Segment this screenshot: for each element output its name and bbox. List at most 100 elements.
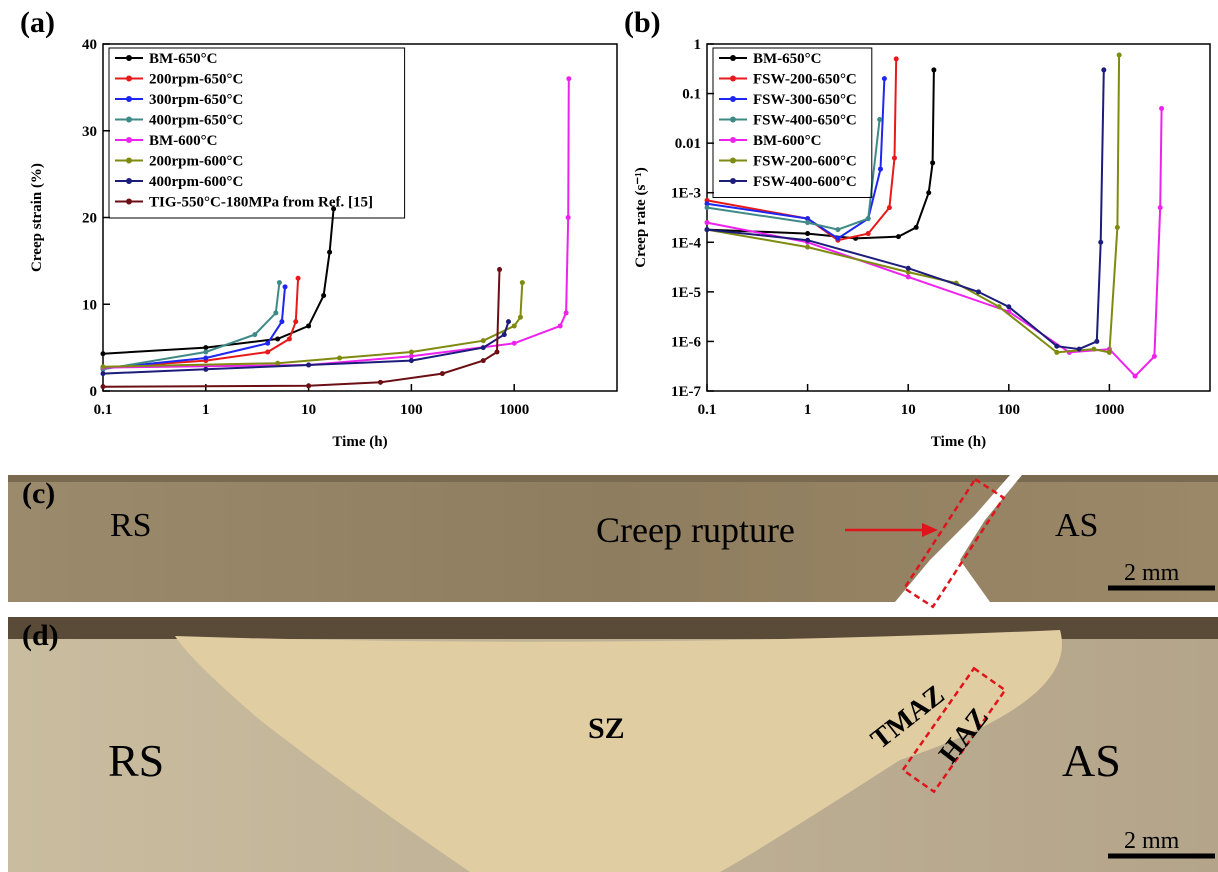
x-tick-label: 0.1	[698, 402, 717, 418]
panel-label: (d)	[22, 619, 59, 652]
x-tick-label: 100	[998, 402, 1021, 418]
series-marker	[1054, 343, 1060, 349]
legend-swatch	[730, 157, 736, 164]
series-marker	[306, 383, 312, 389]
series-marker	[337, 355, 343, 361]
series-marker	[505, 319, 511, 325]
series-marker	[1157, 205, 1163, 211]
series-marker	[494, 349, 500, 355]
series-marker	[273, 310, 279, 316]
y-axis-title: Creep strain (%)	[29, 163, 45, 272]
legend-swatch	[730, 96, 736, 102]
x-tick-label: 100	[400, 402, 423, 418]
series-marker	[276, 280, 282, 286]
series-marker	[519, 280, 525, 286]
series-marker	[886, 205, 892, 211]
legend-label: BM-600°C	[149, 133, 218, 149]
series-marker	[805, 237, 811, 243]
y-tick-label: 1E-5	[671, 285, 701, 301]
legend-label: FSW-400-600°C	[753, 174, 857, 190]
series-marker	[905, 265, 911, 271]
series-marker	[893, 56, 899, 62]
legend-label: 400rpm-650°C	[149, 113, 243, 129]
series-marker	[835, 227, 841, 233]
zone-label: SZ	[588, 712, 625, 745]
x-axis-title: Time (h)	[931, 434, 986, 450]
series-marker	[805, 244, 811, 250]
legend-swatch	[126, 157, 132, 164]
series-marker	[704, 201, 710, 207]
series-marker	[1098, 239, 1104, 245]
legend-label: FSW-300-650°C	[753, 92, 857, 108]
series-marker	[321, 293, 327, 299]
series-marker	[1151, 353, 1157, 359]
series-marker	[1006, 304, 1012, 310]
series-marker	[877, 116, 883, 122]
micrograph-d: (d) RS SZ TMAZ HAZ AS 2 mm	[8, 617, 1218, 872]
series-marker	[1094, 338, 1100, 344]
side-label: AS	[1062, 735, 1121, 786]
series-marker	[480, 345, 486, 351]
series-line	[706, 69, 1105, 351]
series-marker	[931, 67, 937, 73]
y-tick-label: 0.01	[675, 136, 701, 152]
series-marker	[306, 323, 312, 329]
series-line	[706, 54, 1121, 354]
y-tick-label: 10	[82, 297, 97, 313]
series-marker	[265, 349, 271, 355]
series-marker	[895, 234, 901, 240]
series-marker	[704, 227, 710, 233]
micrograph-background	[8, 475, 1218, 602]
legend-label: 200rpm-600°C	[149, 154, 243, 170]
x-tick-label: 1000	[499, 402, 529, 418]
series-marker	[566, 76, 572, 82]
series-marker	[704, 220, 710, 226]
series-marker	[100, 371, 106, 377]
series-marker	[511, 323, 517, 329]
series-marker	[930, 160, 936, 166]
series-marker	[913, 224, 919, 230]
side-label: AS	[1055, 507, 1098, 544]
y-tick-label: 1E-3	[671, 186, 701, 202]
series-marker	[408, 353, 414, 359]
series-marker	[1076, 346, 1082, 352]
series-marker	[996, 304, 1002, 310]
series-marker	[1114, 224, 1120, 230]
series-marker	[704, 205, 710, 211]
legend-label: 300rpm-650°C	[149, 92, 243, 108]
series-marker	[805, 220, 811, 226]
series-line	[102, 286, 286, 370]
x-tick-label: 1	[202, 402, 210, 418]
series-line	[102, 278, 300, 369]
series-marker	[480, 358, 486, 364]
arrow-head	[922, 523, 938, 537]
series-marker	[275, 360, 281, 366]
series-marker	[881, 76, 887, 82]
y-tick-label: 1E-7	[671, 384, 702, 400]
series-marker	[926, 190, 932, 196]
y-axis-title: Creep rate (s⁻¹)	[633, 167, 649, 267]
series-marker	[480, 338, 486, 344]
series-marker	[408, 349, 414, 355]
stir-zone	[175, 630, 1062, 872]
series-line	[706, 78, 886, 240]
legend-swatch	[730, 178, 736, 184]
series-marker	[557, 323, 563, 329]
series-marker	[252, 332, 258, 338]
series-marker	[976, 289, 982, 295]
series-marker	[511, 340, 517, 346]
series-marker	[286, 336, 292, 342]
y-tick-label: 0	[90, 384, 98, 400]
legend-swatch	[730, 75, 736, 82]
plot-frame	[706, 43, 1211, 392]
series-marker	[331, 206, 337, 212]
legend-label: FSW-200-650°C	[753, 72, 857, 88]
legend-swatch	[126, 178, 132, 184]
series-marker	[408, 358, 414, 364]
legend-swatch	[730, 137, 736, 143]
series-marker	[865, 216, 871, 222]
annotation: Creep rupture	[596, 510, 795, 550]
series-marker	[835, 235, 841, 241]
x-tick-label: 1	[804, 402, 812, 418]
